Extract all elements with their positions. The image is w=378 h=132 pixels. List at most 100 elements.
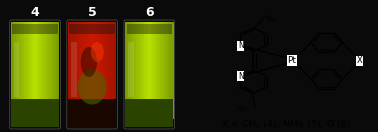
Text: $^t$Bu: $^t$Bu	[236, 103, 249, 114]
Bar	[102, 22, 104, 119]
Bar	[32, 22, 34, 119]
Bar	[57, 22, 59, 119]
Bar	[94, 22, 96, 119]
Bar	[71, 42, 77, 97]
Bar	[165, 22, 167, 119]
Bar	[157, 22, 159, 119]
Bar	[25, 22, 27, 119]
Bar	[14, 42, 20, 97]
Text: 5: 5	[88, 6, 96, 18]
Text: X = CH$_2$ (4), NMe (5), O (6): X = CH$_2$ (4), NMe (5), O (6)	[221, 119, 352, 131]
Bar	[149, 22, 151, 119]
Bar	[40, 22, 42, 119]
Ellipse shape	[91, 42, 104, 62]
Bar	[87, 22, 89, 119]
Bar	[86, 22, 88, 119]
Text: $^t$Bu: $^t$Bu	[264, 13, 277, 24]
Bar	[12, 24, 58, 34]
Bar	[159, 22, 161, 119]
Bar	[74, 22, 76, 119]
Bar	[78, 22, 80, 119]
Bar	[162, 22, 164, 119]
Bar	[70, 24, 115, 34]
Bar	[152, 22, 154, 119]
Bar	[37, 22, 39, 119]
Bar	[103, 22, 105, 119]
Bar	[113, 22, 115, 119]
Bar	[170, 22, 172, 119]
Bar	[21, 22, 23, 119]
Bar	[108, 22, 110, 119]
Bar	[129, 42, 134, 97]
Bar	[84, 22, 86, 119]
Bar	[151, 22, 153, 119]
Bar	[46, 22, 48, 119]
Bar	[42, 22, 43, 119]
Bar	[16, 22, 18, 119]
Bar	[129, 22, 130, 119]
Bar	[24, 22, 26, 119]
Bar	[154, 22, 156, 119]
Bar	[35, 22, 37, 119]
Bar	[19, 22, 21, 119]
Bar	[92, 22, 94, 119]
Text: N: N	[238, 72, 244, 81]
Bar	[11, 99, 59, 127]
Bar	[127, 22, 129, 119]
Bar	[45, 22, 46, 119]
Bar	[132, 22, 133, 119]
Bar	[68, 99, 116, 127]
Text: X: X	[357, 56, 363, 65]
Bar	[112, 22, 113, 119]
Bar	[38, 22, 40, 119]
Text: Pt: Pt	[287, 56, 296, 65]
Bar	[33, 22, 36, 119]
Bar	[53, 22, 54, 119]
Bar	[81, 22, 83, 119]
Bar	[156, 22, 158, 119]
Bar	[110, 22, 112, 119]
Bar	[146, 22, 148, 119]
Ellipse shape	[77, 70, 107, 105]
Bar	[82, 22, 84, 119]
Bar	[138, 22, 140, 119]
Bar	[91, 22, 93, 119]
Bar	[54, 22, 56, 119]
Bar	[139, 22, 142, 119]
Bar	[164, 22, 166, 119]
Bar	[99, 22, 101, 119]
Bar	[144, 22, 146, 119]
Bar	[12, 22, 15, 119]
Bar	[22, 22, 24, 119]
Ellipse shape	[81, 47, 97, 77]
Bar	[50, 22, 51, 119]
Bar	[148, 22, 150, 119]
Bar	[125, 99, 173, 127]
Bar	[79, 22, 81, 119]
Bar	[97, 22, 99, 119]
Bar	[172, 22, 174, 119]
Bar	[141, 22, 143, 119]
Bar	[70, 22, 72, 119]
Bar	[160, 22, 163, 119]
Bar	[136, 22, 138, 119]
Bar	[27, 22, 29, 119]
Bar	[130, 22, 132, 119]
Bar	[167, 22, 169, 119]
Text: N: N	[238, 41, 244, 50]
Bar	[115, 22, 116, 119]
Bar	[100, 22, 102, 119]
Bar	[95, 22, 97, 119]
Bar	[14, 22, 16, 119]
Text: 4: 4	[31, 6, 39, 18]
Bar	[127, 24, 172, 34]
Bar	[43, 22, 45, 119]
Bar	[11, 22, 13, 119]
Bar	[125, 22, 127, 119]
Bar	[143, 22, 145, 119]
Bar	[29, 22, 31, 119]
Text: 6: 6	[145, 6, 153, 18]
Bar	[76, 22, 78, 119]
Bar	[68, 22, 70, 119]
Bar	[107, 22, 108, 119]
